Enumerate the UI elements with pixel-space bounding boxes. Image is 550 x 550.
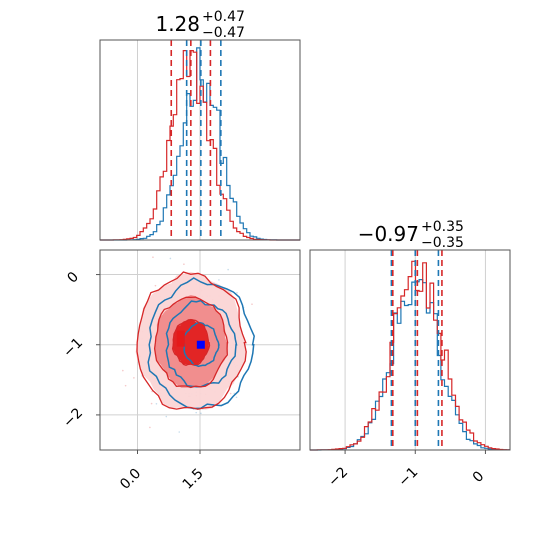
peak-cell [176, 330, 185, 339]
param2-title: −0.97 +0.35 −0.35 [358, 219, 464, 251]
sample-point [251, 303, 253, 305]
peak-cell [176, 338, 185, 347]
param2-histogram-frame [309, 249, 511, 451]
param1-title: 1.28 +0.47 −0.47 [155, 9, 244, 41]
sample-point [150, 402, 153, 405]
sample-point [227, 268, 229, 271]
series-a-contour-line [171, 319, 211, 367]
sample-point [218, 279, 220, 281]
sample-point [154, 284, 157, 287]
param1-histogram-panel [99, 39, 301, 241]
joint-plot-area [83, 242, 300, 450]
sample-point [165, 415, 168, 418]
series-a-histogram [100, 49, 300, 241]
series-b-contour-line [147, 277, 255, 410]
series-a-contour-line [136, 271, 247, 410]
sample-point [169, 242, 171, 244]
sample-point [178, 431, 181, 433]
series-a-contour-line [153, 296, 229, 389]
x-tick-label: 0 [470, 468, 488, 486]
truth-marker [196, 340, 205, 349]
sample-point [124, 384, 127, 387]
sample-point [200, 412, 202, 415]
series-b-histogram [100, 47, 300, 241]
sample-point [122, 369, 124, 372]
sample-point [133, 377, 135, 379]
sample-point [149, 426, 151, 429]
param1-title-upper: +0.47 [202, 9, 245, 25]
sample-point [183, 263, 185, 266]
param2-title-value: −0.97 [358, 222, 419, 246]
sample-point [229, 392, 232, 395]
x-tick-label: −2 [325, 464, 351, 490]
param2-histogram-panel: −2 −1 0 [309, 249, 511, 490]
series-b-histogram [310, 279, 510, 451]
sample-point [195, 411, 198, 414]
joint-contour-panel: 0 −1 −2 0.0 1.5 [60, 242, 301, 493]
sample-point [236, 291, 238, 294]
y-tick-label: 0 [64, 269, 82, 287]
series-a-contour-fill [172, 318, 210, 366]
param2-title-lower: −0.35 [421, 235, 464, 251]
series-b-contour-line [165, 299, 238, 388]
param1-histogram-frame [99, 39, 301, 241]
x-tick-label: 0.0 [117, 466, 144, 493]
y-tick-label: −1 [60, 335, 86, 361]
sample-point [83, 300, 85, 302]
param2-title-upper: +0.35 [421, 219, 464, 235]
series-a-histogram [310, 260, 510, 451]
sample-point [235, 396, 238, 399]
sample-point [94, 350, 96, 352]
sample-point [152, 256, 154, 259]
param1-title-lower: −0.47 [202, 25, 245, 41]
param1-title-value: 1.28 [155, 12, 200, 36]
sample-point [169, 257, 172, 260]
x-tick-label: −1 [395, 464, 421, 490]
y-tick-label: −2 [60, 405, 86, 431]
x-tick-label: 1.5 [180, 466, 207, 493]
sample-point [155, 403, 158, 405]
